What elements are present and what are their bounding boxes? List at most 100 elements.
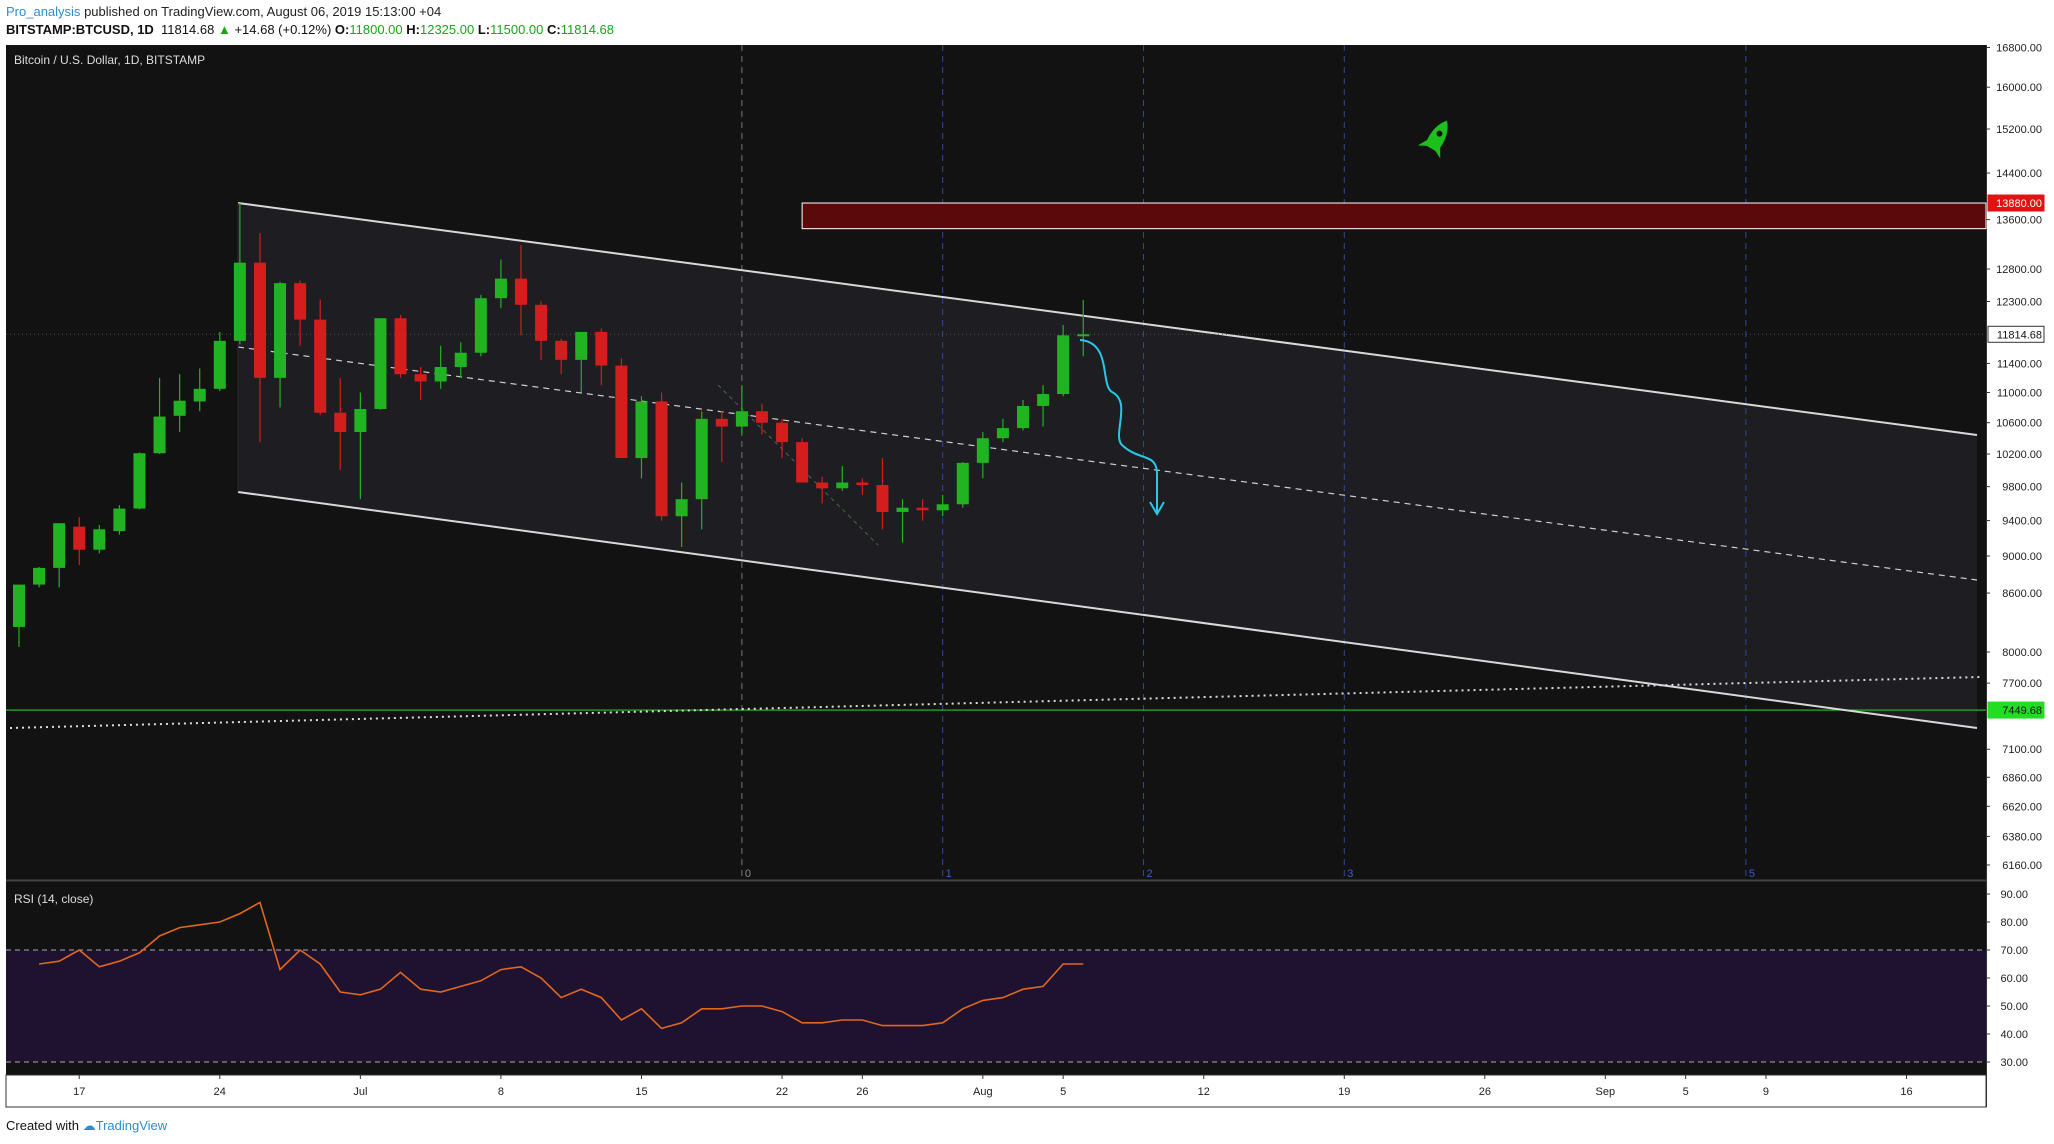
time-tick-label: Aug <box>973 1086 993 1098</box>
candle-bullish <box>274 283 287 378</box>
rsi-tick-label: 60.00 <box>2000 973 2028 985</box>
rsi-tick-label: 70.00 <box>2000 945 2028 957</box>
price-tick-label: 14400.00 <box>1996 168 2042 180</box>
rsi-tick-label: 30.00 <box>2000 1057 2028 1069</box>
time-tick-label: 12 <box>1198 1086 1210 1098</box>
price-tick-label: 11400.00 <box>1997 358 2042 370</box>
time-axis <box>5 1074 1987 1108</box>
rocket-fin <box>1417 138 1441 159</box>
candle-bearish <box>776 422 789 443</box>
close-value: 11814.68 <box>560 22 614 37</box>
candle-bearish <box>414 374 427 382</box>
candle-bullish <box>1077 334 1090 337</box>
chart-title: Bitcoin / U.S. Dollar, 1D, BITSTAMP <box>14 53 205 67</box>
price-tick-label: 8000.00 <box>2002 647 2042 659</box>
price-tag-label: 7449.68 <box>2002 705 2042 717</box>
publish-info: Pro_analysis published on TradingView.co… <box>6 4 441 19</box>
candle-bullish <box>1017 405 1029 429</box>
candle-bearish <box>715 418 728 427</box>
candle-bullish <box>695 418 708 500</box>
price-tag-last <box>1987 325 2045 343</box>
rsi-title: RSI (14, close) <box>14 892 93 906</box>
footer-credit: Created with ☁TradingView <box>6 1118 167 1134</box>
candle-bullish <box>93 529 106 550</box>
price-tick-label: 10200.00 <box>1996 449 2042 461</box>
price-tick-label: 11000.00 <box>1997 388 2042 400</box>
time-tick-label: 22 <box>776 1086 788 1098</box>
price-tick-label: 8600.00 <box>2002 588 2042 600</box>
candle-bullish <box>13 584 25 627</box>
candle-bearish <box>334 412 347 432</box>
candle-bullish <box>494 278 507 299</box>
fib-time-label: 3 <box>1347 868 1353 880</box>
rsi-tick-label: 80.00 <box>2000 917 2028 929</box>
rocket-body <box>1425 120 1448 152</box>
candle-bullish <box>996 428 1009 439</box>
candle-bullish <box>896 507 909 512</box>
rocket-window <box>1436 130 1443 137</box>
candle-bullish <box>454 352 467 367</box>
price-tick-label: 6160.00 <box>2002 860 2042 872</box>
rocket-icon <box>1417 120 1448 159</box>
price-tick-label: 13600.00 <box>1996 215 2042 227</box>
candle-bullish <box>434 366 447 382</box>
ohlc-legend: BITSTAMP:BTCUSD, 1D 11814.68 ▲ +14.68 (+… <box>6 22 614 37</box>
low-label: L: <box>477 22 491 37</box>
low-value: 11500.00 <box>490 22 544 37</box>
fib-time-label: 2 <box>1146 868 1152 880</box>
time-tick-label: 5 <box>1683 1086 1689 1098</box>
fib-time-label: 1 <box>946 868 952 880</box>
dotted-trendline <box>9 676 1981 729</box>
time-tick-label: 15 <box>635 1086 647 1098</box>
candle-bullish <box>193 388 206 402</box>
close-label: C: <box>547 22 561 37</box>
fib-time-label: 5 <box>1749 868 1755 880</box>
created-with-text: Created with <box>6 1118 79 1133</box>
candle-bullish <box>173 400 186 416</box>
price-tag-support <box>1987 701 2045 719</box>
author-link[interactable]: Pro_analysis <box>6 4 81 19</box>
candle-bullish <box>836 482 849 489</box>
channel-upper-line <box>237 202 1978 436</box>
tradingview-logo-icon: ☁ <box>82 1118 96 1133</box>
price-tick-label: 6380.00 <box>2002 831 2042 843</box>
candle-bullish <box>374 318 387 409</box>
symbol-label: BITSTAMP:BTCUSD, 1D <box>6 22 154 37</box>
time-tick-label: 16 <box>1900 1086 1912 1098</box>
price-tick-label: 15200.00 <box>1996 124 2042 136</box>
rsi-band-fill <box>6 950 1986 1062</box>
price-tick-label: 12800.00 <box>1996 264 2042 276</box>
high-label: H: <box>406 22 420 37</box>
candle-bullish <box>113 508 126 532</box>
last-price: 11814.68 <box>161 22 215 37</box>
up-arrow-icon: ▲ <box>217 22 231 37</box>
tradingview-brand[interactable]: TradingView <box>95 1118 168 1133</box>
time-tick-label: Sep <box>1596 1086 1616 1098</box>
price-tick-label: 16000.00 <box>1996 82 2042 94</box>
candle-bearish <box>515 278 527 305</box>
price-tick-label: 6620.00 <box>2002 801 2042 813</box>
candle-bullish <box>474 298 487 353</box>
price-tick-label: 7700.00 <box>2002 678 2042 690</box>
time-tick-label: 9 <box>1763 1086 1769 1098</box>
time-tick-label: 26 <box>1479 1086 1491 1098</box>
candle-bullish <box>53 523 66 568</box>
price-change: +14.68 (+0.12%) <box>234 22 332 37</box>
time-tick-label: 17 <box>73 1086 85 1098</box>
time-tick-label: 19 <box>1338 1086 1350 1098</box>
candle-bearish <box>856 482 869 485</box>
candle-bullish <box>956 462 969 505</box>
candle-bullish <box>213 340 226 389</box>
resistance-zone <box>801 202 1987 230</box>
price-axis-bg <box>1987 45 2053 1075</box>
time-tick-label: 26 <box>856 1086 868 1098</box>
candle-bearish <box>394 318 407 375</box>
projection-arrow <box>1079 339 1159 512</box>
candle-bearish <box>294 283 307 320</box>
candle-bearish <box>555 340 568 360</box>
rsi-tick-label: 40.00 <box>2000 1029 2028 1041</box>
candle-bearish <box>755 411 768 423</box>
candle-bearish <box>816 482 829 489</box>
rsi-tick-label: 50.00 <box>2000 1001 2028 1013</box>
